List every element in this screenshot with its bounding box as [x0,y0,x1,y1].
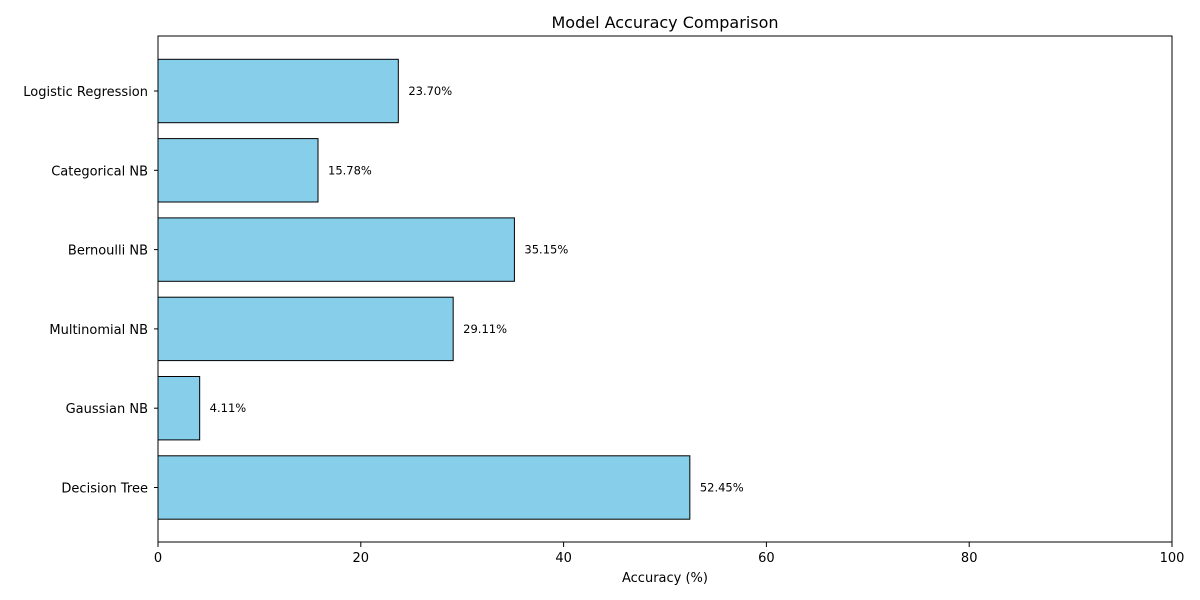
y-tick-label: Gaussian NB [66,402,148,417]
y-tick-label: Decision Tree [61,482,148,497]
data-labels: 52.45% 4.11% 29.11% 35.15% 15.78% 23.70% [210,84,744,495]
y-tick-label: Multinomial NB [49,323,148,338]
x-tick-label: 0 [154,551,162,566]
x-axis-label: Accuracy (%) [622,571,708,586]
data-label: 29.11% [463,322,507,336]
y-tick-label: Logistic Regression [23,85,148,100]
x-tick-label: 40 [555,551,572,566]
bar [157,296,454,362]
bar [157,217,515,282]
bar [157,138,319,203]
y-tick-labels: Decision Tree Gaussian NB Multinomial NB Be… [23,85,158,497]
x-ticks: 0 20 40 60 80 100 [154,542,1185,566]
y-tick-label: Bernoulli NB [68,244,148,259]
x-tick-label: 100 [1160,551,1185,566]
data-label: 4.11% [210,401,247,415]
bar [157,58,399,124]
x-tick-label: 20 [353,551,370,566]
x-tick-label: 60 [758,551,775,566]
y-tick-label: Categorical NB [51,164,148,179]
x-tick-label: 80 [961,551,978,566]
bar [157,455,691,520]
data-label: 15.78% [328,163,372,177]
plot-frame [157,35,1173,543]
data-label: 52.45% [700,481,744,495]
bars-group [157,58,691,520]
chart-title: Model Accuracy Comparison [551,13,778,32]
bar [157,376,201,441]
data-label: 23.70% [408,84,452,98]
data-label: 35.15% [524,243,568,257]
